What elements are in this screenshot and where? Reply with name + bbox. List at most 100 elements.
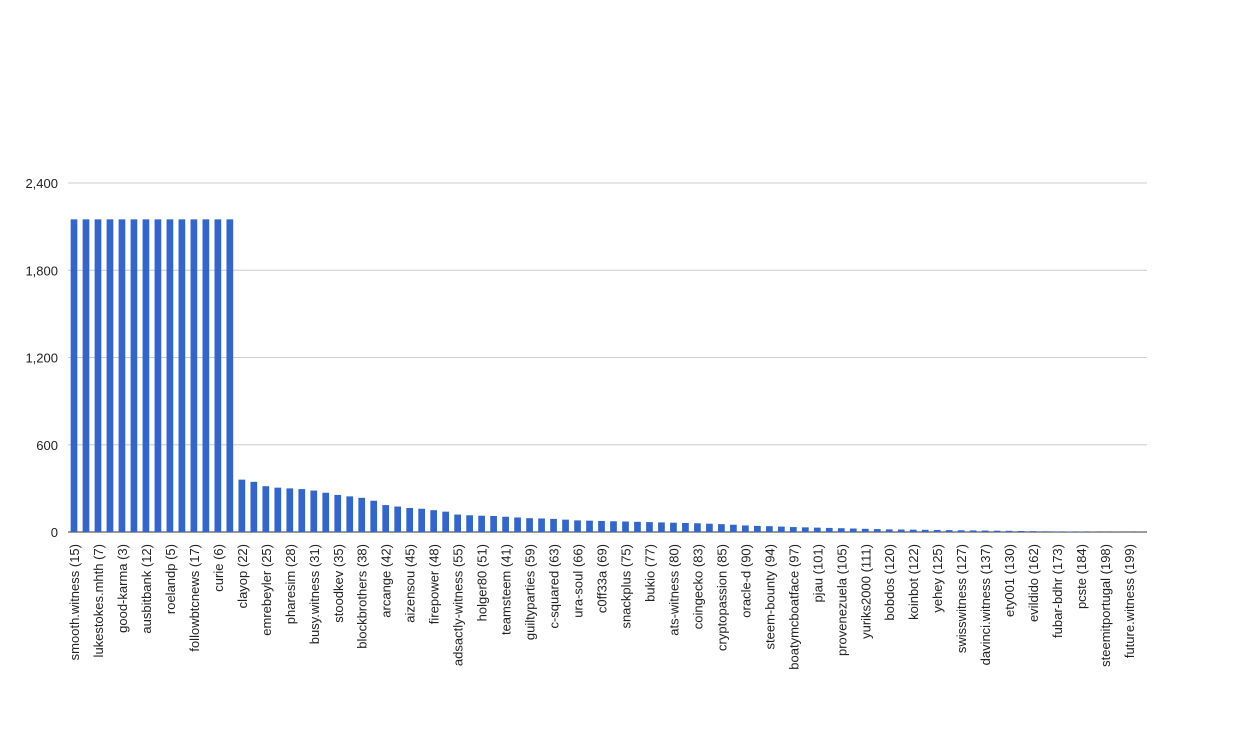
x-tick-label: c0ff33a (69) [595,544,610,613]
bar [358,498,365,532]
bar [982,531,989,532]
x-tick-label: blockbrothers (38) [355,544,370,649]
bar [95,219,102,532]
bar [826,528,833,532]
bar [574,520,581,532]
x-tick-label: ety001 (130) [1002,544,1017,617]
x-tick-label: ausbitbank (12) [139,544,154,634]
x-tick-label: roelandp (5) [163,544,178,614]
x-tick-label: boatymcboatface (97) [786,544,801,670]
bar [370,501,377,532]
bar [274,488,281,532]
bar [1054,531,1061,532]
x-tick-label: aizensou (45) [403,544,418,623]
bar [814,528,821,532]
bar [490,516,497,532]
bar [742,525,749,532]
bar [922,530,929,532]
x-tick-label: ats-witness (80) [666,544,681,636]
x-tick-label: yuriks2000 (111) [858,544,873,639]
y-tick-label: 600 [36,438,58,453]
x-tick-label: guiltyparties (59) [523,544,538,640]
x-tick-label: smooth.witness (15) [67,544,82,660]
bar [298,489,305,532]
bar [766,526,773,532]
x-tick-label: emrebeyler (25) [259,544,274,636]
x-tick-label: cryptopassion (85) [714,544,729,651]
x-tick-label: snackplus (75) [618,544,633,629]
bar [119,219,126,532]
bar [155,219,162,532]
bar [898,530,905,532]
bar [634,522,641,532]
bar [730,525,737,532]
x-tick-label: bukio (77) [642,544,657,602]
y-tick-label: 2,400 [25,176,58,191]
x-tick-label: bobdos (120) [882,544,897,621]
bar [778,527,785,532]
bar [418,509,425,532]
x-tick-label: future.witness (199) [1122,544,1137,658]
bar [718,524,725,532]
bar [670,523,677,532]
bar [970,530,977,532]
x-tick-label: adsactly-witness (55) [451,544,466,666]
bar [622,522,629,532]
x-tick-label: good-karma (3) [115,544,130,633]
bar [83,219,90,532]
x-tick-label: oracle-d (90) [738,544,753,618]
bar [203,219,210,532]
bar [1030,531,1037,532]
bar [107,219,114,532]
x-tick-label: followbtcnews (17) [187,544,202,652]
bar [310,491,317,532]
bar [131,219,138,532]
x-tick-label: coingecko (83) [690,544,705,629]
bar [862,529,869,532]
bar [514,517,521,532]
bar [143,219,150,532]
bar [466,515,473,532]
bar [910,530,917,532]
x-tick-label: pjau (101) [810,544,825,603]
bar [874,529,881,532]
bar [191,219,198,532]
bar [238,480,245,532]
bar [179,219,186,532]
bar [394,507,401,532]
bar [454,515,461,532]
bar [286,488,293,532]
bar [538,518,545,532]
bar [958,530,965,532]
bar [382,505,389,532]
bar [562,520,569,532]
bar [850,529,857,532]
bar [1018,531,1025,532]
bar [802,527,809,532]
bar [838,528,845,532]
x-tick-label: koinbot (122) [906,544,921,620]
bar [886,529,893,532]
y-tick-label: 1,200 [25,351,58,366]
x-tick-label: holger80 (51) [475,544,490,621]
bar [1006,531,1013,532]
bar [442,512,449,532]
x-tick-label: lukestokes.mhth (7) [91,544,106,657]
bar [610,521,617,532]
x-tick-label: teamsteem (41) [499,544,514,635]
bar [502,517,509,532]
x-tick-label: curie (6) [211,544,226,592]
bar [322,493,329,532]
bar [406,508,413,532]
x-tick-label: clayop (22) [235,544,250,608]
bar [262,486,269,532]
bar [250,482,257,532]
x-tick-label: steemitportugal (198) [1098,544,1113,667]
bar [430,510,437,532]
x-tick-label: ura-soul (66) [571,544,586,618]
x-tick-label: firepower (48) [427,544,442,624]
bar [215,219,222,532]
bar [71,219,78,532]
y-tick-label: 1,800 [25,263,58,278]
